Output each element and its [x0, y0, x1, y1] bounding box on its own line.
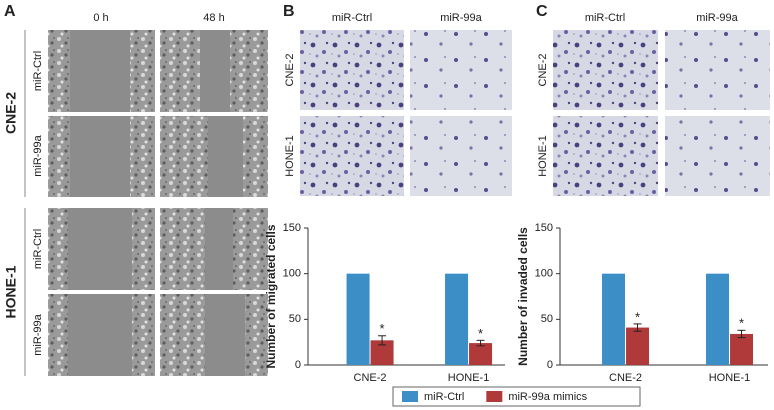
column-header: miR-Ctrl: [332, 12, 372, 24]
transwell-images: [300, 30, 770, 196]
y-tick-label: 50: [289, 313, 301, 325]
error-bar: [633, 323, 642, 332]
y-tick-label: 0: [295, 359, 301, 371]
panel-label: A: [4, 3, 16, 20]
error-bar: [378, 335, 387, 346]
wound-images: [48, 30, 268, 376]
x-tick-label: CNE-2: [354, 372, 387, 384]
column-header: 0 h: [93, 12, 108, 24]
significance-label: *: [739, 316, 744, 331]
legend-label: miR-99a mimics: [508, 391, 587, 403]
bar: [730, 333, 754, 365]
significance-label: *: [380, 321, 385, 336]
row-label: miR-99a: [32, 313, 44, 355]
row-label: miR-Ctrl: [32, 51, 44, 91]
y-tick-label: 100: [535, 268, 553, 280]
x-tick-label: CNE-2: [609, 372, 642, 384]
y-tick-label: 100: [283, 268, 301, 280]
legend: miR-Ctrl miR-99a mimics: [392, 386, 641, 407]
group-label: HONE-1: [3, 265, 19, 318]
panel-label: B: [283, 3, 295, 20]
row-label: miR-99a: [32, 134, 44, 176]
row-label: HONE-1: [284, 135, 296, 177]
y-tick-label: 50: [541, 313, 553, 325]
micrographs: [24, 30, 770, 376]
legend-swatch: [486, 391, 503, 402]
x-tick-label: HONE-1: [448, 372, 490, 384]
y-axis-label: Number of invaded cells: [516, 227, 530, 366]
y-tick-label: 150: [535, 222, 553, 234]
panel-label: C: [536, 3, 548, 20]
column-header: miR-99a: [696, 12, 738, 24]
error-bar: [737, 329, 746, 339]
bar: [346, 273, 370, 365]
bar: [706, 273, 730, 365]
bar: [370, 340, 394, 365]
bar: [626, 327, 650, 365]
bar: [602, 273, 626, 365]
column-header: miR-99a: [440, 12, 482, 24]
column-header: 48 h: [203, 12, 224, 24]
x-tick-label: HONE-1: [709, 372, 751, 384]
y-axis-label: Number of migrated cells: [264, 224, 278, 368]
y-tick-label: 150: [283, 222, 301, 234]
row-label: miR-Ctrl: [32, 229, 44, 269]
group-label: CNE-2: [3, 92, 19, 134]
bar: [469, 343, 493, 365]
row-label: CNE-2: [537, 53, 549, 86]
y-tick-label: 0: [547, 359, 553, 371]
legend-label: miR-Ctrl: [424, 391, 464, 403]
significance-label: *: [478, 326, 483, 341]
significance-label: *: [635, 309, 640, 324]
error-bar: [476, 339, 485, 347]
legend-swatch: [402, 391, 418, 402]
column-header: miR-Ctrl: [585, 12, 625, 24]
row-label: HONE-1: [537, 135, 549, 177]
bar: [445, 273, 469, 365]
row-label: CNE-2: [284, 53, 296, 86]
